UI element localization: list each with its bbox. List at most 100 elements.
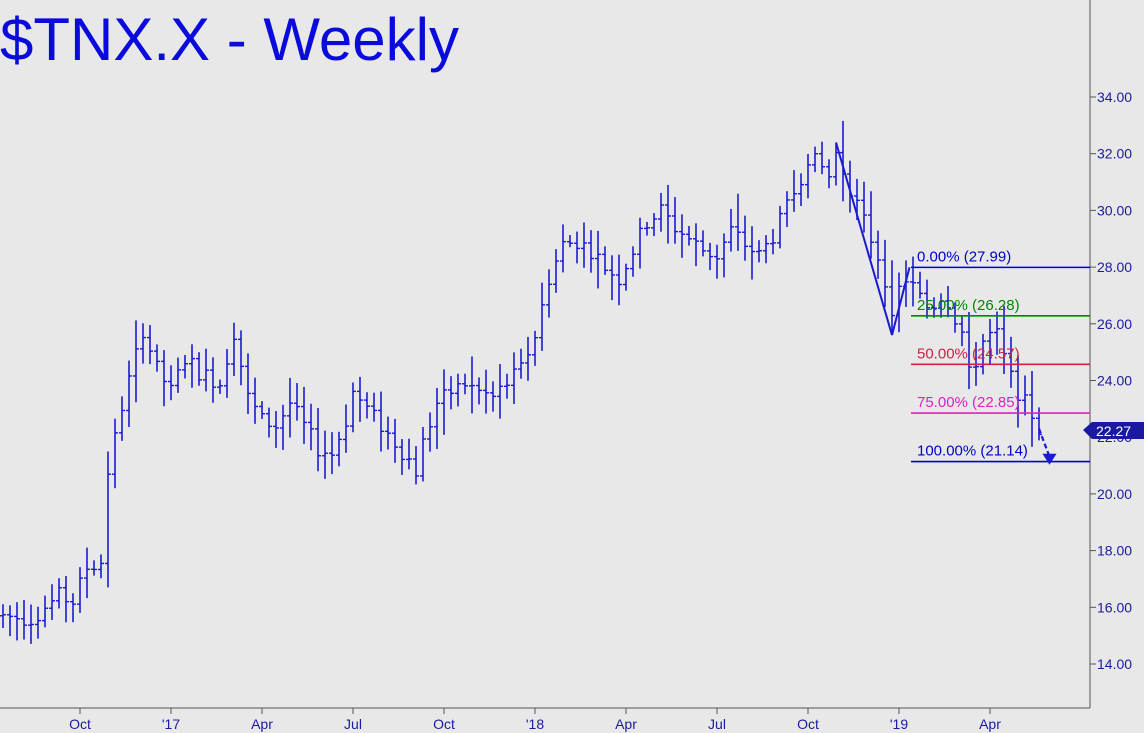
price-bar <box>84 547 90 599</box>
price-bar <box>147 325 153 365</box>
price-bar <box>791 170 797 212</box>
price-bar <box>917 271 923 299</box>
y-tick-label: 24.00 <box>1097 373 1132 389</box>
price-bar <box>371 392 377 422</box>
price-bar <box>98 554 104 579</box>
price-bar <box>1015 355 1021 428</box>
price-bar <box>560 224 566 273</box>
price-bar <box>581 222 587 268</box>
price-bar <box>721 233 727 278</box>
last-price-tag: 22.27 <box>1083 422 1144 439</box>
chart-title: $TNX.X - Weekly <box>0 6 459 73</box>
price-bar <box>987 318 993 364</box>
y-tick-label: 32.00 <box>1097 146 1132 162</box>
price-bar <box>399 439 405 475</box>
price-bar <box>161 350 167 407</box>
price-bar <box>455 373 461 407</box>
abc-pattern <box>835 142 1057 465</box>
x-tick-label: Apr <box>979 716 1001 732</box>
price-bar <box>889 260 895 332</box>
price-bar <box>168 365 174 401</box>
price-bar <box>693 223 699 267</box>
price-bar <box>287 377 293 438</box>
fib-level-label: 0.00% (27.99) <box>917 248 1011 265</box>
y-tick-label: 34.00 <box>1097 89 1132 105</box>
price-bar <box>602 246 608 275</box>
price-bar <box>35 606 41 639</box>
price-bar <box>763 235 769 264</box>
price-bar <box>980 333 986 375</box>
fib-level-label: 50.00% (24.57) <box>917 345 1020 362</box>
price-bar <box>301 386 307 444</box>
price-bar <box>476 377 482 405</box>
x-tick-label: Oct <box>433 716 455 732</box>
price-bar <box>231 322 237 377</box>
price-bar <box>637 217 643 269</box>
fib-level-label: 75.00% (22.85) <box>917 394 1020 411</box>
price-bar <box>749 226 755 280</box>
price-bar <box>609 255 615 301</box>
y-tick-label: 14.00 <box>1097 656 1132 672</box>
price-bar <box>1008 336 1014 388</box>
price-bar <box>511 352 517 404</box>
price-bar <box>434 387 440 450</box>
price-bar <box>273 411 279 448</box>
price-bar <box>448 376 454 410</box>
price-bar <box>805 153 811 199</box>
fib-levels: 0.00% (27.99) 25.00% (26.28) 50.00% (24.57… <box>911 248 1090 463</box>
last-price-box <box>1083 422 1144 439</box>
price-bar <box>315 408 321 472</box>
price-bar <box>1029 371 1035 447</box>
price-bar <box>266 407 272 438</box>
price-bar <box>742 215 748 261</box>
y-tick-label: 20.00 <box>1097 486 1132 502</box>
y-tick-label: 26.00 <box>1097 316 1132 332</box>
y-tick-label: 18.00 <box>1097 543 1132 559</box>
price-bar <box>875 230 881 279</box>
price-bar <box>175 357 181 393</box>
price-bar <box>252 377 258 424</box>
price-bar <box>595 230 601 289</box>
price-bar <box>525 336 531 381</box>
price-bar <box>133 320 139 403</box>
price-bar <box>959 315 965 347</box>
price-bar <box>238 330 244 386</box>
x-tick-label: Apr <box>251 716 273 732</box>
price-bar <box>931 297 937 318</box>
price-bar <box>616 254 622 306</box>
price-bar <box>441 369 447 435</box>
price-bar <box>553 249 559 293</box>
price-bar <box>105 451 111 588</box>
price-bar <box>812 146 818 173</box>
price-bar <box>497 364 503 419</box>
last-price-label: 22.27 <box>1096 423 1131 439</box>
price-bar <box>469 356 475 414</box>
price-bar <box>546 269 552 318</box>
price-bar <box>728 208 734 252</box>
price-bar <box>700 230 706 257</box>
price-bar <box>910 256 916 307</box>
price-bar <box>588 230 594 273</box>
price-bar <box>140 323 146 364</box>
price-bar <box>203 348 209 392</box>
price-bar <box>182 355 188 379</box>
price-bar <box>665 184 671 244</box>
price-bar <box>245 353 251 414</box>
price-bar <box>343 404 349 453</box>
price-bar <box>490 381 496 412</box>
y-axis: 14.0016.0018.0020.0022.0024.0026.0028.00… <box>1090 89 1132 672</box>
price-bar <box>0 604 6 629</box>
price-bar <box>798 173 804 207</box>
price-bar <box>539 282 545 351</box>
price-bar <box>308 403 314 451</box>
price-bar <box>938 293 944 318</box>
price-bar <box>224 348 230 398</box>
price-bar <box>882 239 888 308</box>
price-bar <box>259 401 265 419</box>
price-bar <box>994 311 1000 355</box>
price-bar <box>735 193 741 251</box>
price-bar <box>70 593 76 623</box>
price-bar <box>966 311 972 390</box>
x-tick-label: Apr <box>615 716 637 732</box>
price-bar <box>329 432 335 475</box>
